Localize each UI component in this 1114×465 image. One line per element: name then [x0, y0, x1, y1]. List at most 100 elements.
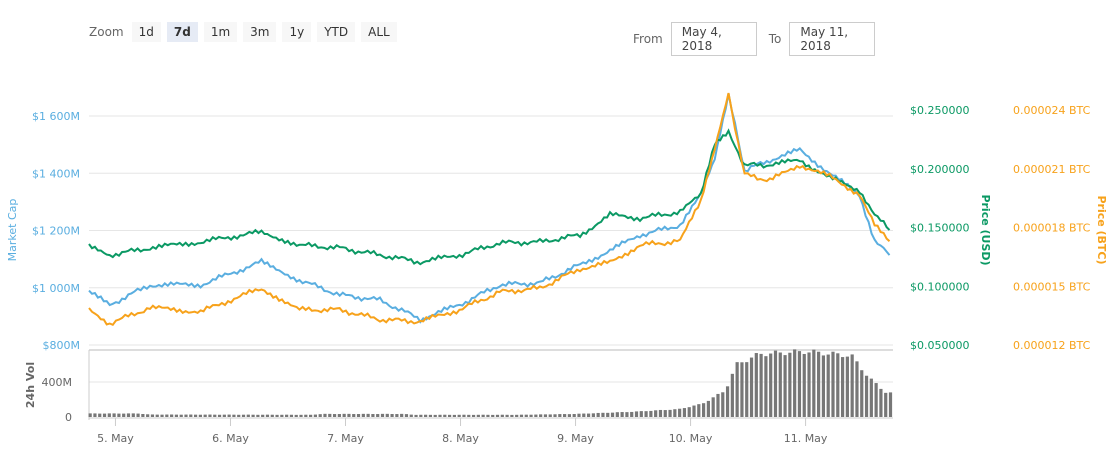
volume-bar — [366, 413, 370, 417]
volume-bar — [102, 413, 107, 417]
volume-bar — [864, 375, 869, 417]
volume-bar — [692, 405, 696, 417]
volume-bar — [342, 413, 346, 417]
volume-bar — [265, 414, 270, 417]
usd-axis-title: Price (USD) — [979, 194, 992, 265]
volume-bar — [850, 354, 854, 417]
volume-bar — [112, 413, 116, 417]
volume-bar — [155, 414, 159, 417]
volume-bar — [184, 414, 188, 417]
volume-bar — [812, 349, 816, 417]
zoom-all-button[interactable]: ALL — [361, 22, 397, 42]
volume-bar — [193, 414, 198, 417]
volume-bar — [222, 414, 226, 417]
volume-bar — [337, 414, 341, 417]
usd-tick-label: $0.250000 — [910, 104, 970, 117]
from-label: From — [633, 32, 663, 46]
volume-bar — [634, 411, 639, 417]
zoom-1m-button[interactable]: 1m — [203, 22, 238, 42]
volume-bar — [639, 411, 643, 417]
volume-bar — [126, 413, 131, 417]
volume-bar — [673, 409, 677, 417]
volume-bar — [591, 413, 595, 417]
volume-bar — [323, 413, 327, 417]
x-tick-label: 9. May — [557, 432, 594, 445]
volume-bar — [888, 392, 893, 417]
volume-bar — [170, 414, 174, 417]
volume-bar — [93, 413, 97, 417]
price-btc-line — [88, 92, 891, 327]
volume-bar — [567, 414, 572, 417]
volume-axis-title: 24h Vol — [24, 362, 37, 408]
volume-bar — [764, 356, 768, 417]
zoom-label: Zoom — [89, 25, 124, 39]
volume-bar — [400, 413, 404, 417]
volume-bar — [409, 414, 413, 417]
volume-bar — [385, 413, 389, 417]
from-date-input[interactable]: May 4, 2018 — [670, 22, 757, 56]
volume-bar — [802, 353, 806, 417]
volume-bar — [352, 414, 356, 417]
volume-bar — [524, 414, 528, 417]
zoom-1y-button[interactable]: 1y — [282, 22, 312, 42]
volume-bar — [596, 412, 600, 417]
volume-bar — [558, 414, 562, 417]
volume-bar — [141, 414, 145, 417]
volume-bar — [88, 413, 92, 417]
volume-bar — [601, 412, 605, 417]
volume-bar — [749, 357, 754, 417]
volume-bar — [548, 414, 552, 417]
btc-tick-label: 0.000012 BTC — [1013, 339, 1091, 352]
volume-bar — [376, 414, 380, 417]
volume-bar — [122, 413, 126, 417]
volume-bar — [615, 412, 619, 417]
btc-tick-label: 0.000021 BTC — [1013, 163, 1091, 176]
x-tick-label: 7. May — [327, 432, 364, 445]
volume-bar — [840, 357, 845, 417]
volume-bar — [586, 413, 591, 417]
market-cap-axis-title: Market Cap — [6, 199, 19, 262]
zoom-ytd-button[interactable]: YTD — [317, 22, 356, 42]
volume-bar — [553, 414, 557, 417]
volume-bar — [879, 388, 883, 417]
volume-bar — [289, 414, 294, 417]
volume-bar — [783, 355, 787, 417]
zoom-1d-button[interactable]: 1d — [131, 22, 161, 42]
volume-bar — [687, 407, 691, 417]
volume-bar — [304, 414, 308, 417]
volume-bar — [424, 414, 428, 417]
volume-bar — [198, 414, 202, 417]
to-date-input[interactable]: May 11, 2018 — [789, 22, 876, 56]
volume-bar — [539, 414, 543, 417]
volume-bar — [630, 411, 634, 417]
volume-bar — [217, 414, 222, 417]
volume-bar — [716, 393, 720, 417]
volume-tick-label: 400M — [42, 376, 73, 389]
volume-bar — [620, 412, 624, 417]
volume-bar — [663, 410, 667, 417]
volume-bar — [433, 414, 437, 417]
btc-tick-label: 0.000018 BTC — [1013, 222, 1091, 235]
volume-bar — [821, 355, 826, 417]
volume-bar — [495, 414, 500, 417]
volume-bar — [419, 414, 423, 417]
zoom-7d-button[interactable]: 7d — [166, 22, 198, 42]
btc-tick-label: 0.000024 BTC — [1013, 104, 1091, 117]
volume-bar — [869, 378, 873, 417]
volume-bar — [246, 414, 250, 417]
market-cap-tick-label: $1 400M — [32, 167, 80, 180]
zoom-3m-button[interactable]: 3m — [243, 22, 277, 42]
volume-tick-label: 0 — [65, 411, 72, 424]
volume-bar — [836, 353, 840, 417]
volume-bar — [256, 414, 260, 417]
volume-bar — [505, 414, 509, 417]
volume-bar — [203, 414, 207, 417]
volume-bar — [146, 414, 150, 417]
volume-bar — [356, 414, 361, 417]
volume-bar — [817, 351, 821, 417]
volume-bar — [711, 397, 715, 417]
volume-bar — [500, 414, 504, 417]
volume-bar — [491, 414, 495, 417]
